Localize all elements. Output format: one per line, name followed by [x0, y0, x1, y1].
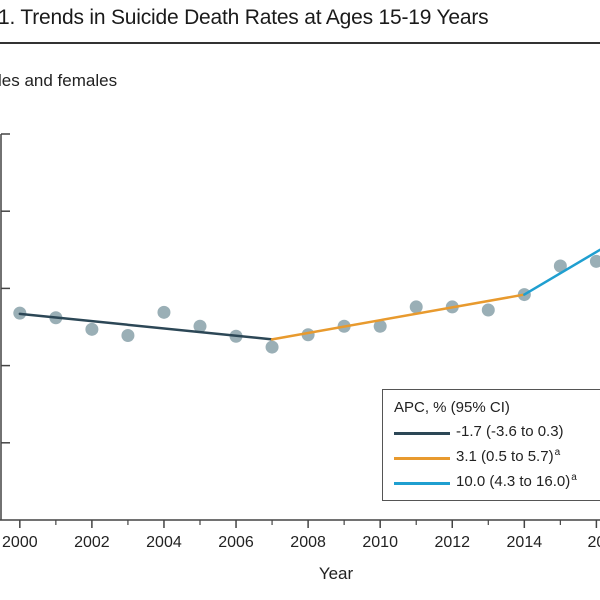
x-tick-label-2008: 2008	[290, 534, 326, 551]
x-tick-label-2012: 2012	[434, 534, 470, 551]
x-tick-label-2014: 2014	[507, 534, 543, 551]
legend-label-1: -1.7 (-3.6 to 0.3)	[456, 423, 564, 440]
figure-title: 1. Trends in Suicide Death Rates at Ages…	[0, 6, 489, 29]
legend-label-2: 3.1 (0.5 to 5.7)a	[456, 447, 561, 465]
legend-item-3: 10.0 (4.3 to 16.0)a	[394, 472, 600, 494]
data-point-2003	[121, 328, 135, 342]
legend-item-2: 3.1 (0.5 to 5.7)a	[394, 447, 600, 469]
data-point-2015	[553, 259, 567, 273]
x-tick-label-20: 20	[587, 534, 600, 551]
legend-item-1: -1.7 (-3.6 to 0.3)	[394, 422, 600, 444]
panel-label: les and females	[0, 71, 118, 90]
x-tick-label-2004: 2004	[146, 534, 182, 551]
data-point-2007	[265, 340, 279, 354]
data-point-2005	[193, 319, 207, 333]
legend-swatch-3	[394, 482, 450, 485]
x-tick-label-2000: 2000	[2, 534, 38, 551]
legend-swatch-2	[394, 457, 450, 460]
legend-swatch-1	[394, 432, 450, 435]
data-point-2010	[373, 319, 387, 333]
chart-legend: APC, % (95% CI) -1.7 (-3.6 to 0.3) 3.1 (…	[382, 389, 600, 501]
data-point-2002	[85, 322, 99, 336]
data-point-2004	[157, 305, 171, 319]
trend-segment-2	[270, 293, 526, 341]
trend-segment-1	[18, 312, 274, 341]
data-point-2013	[481, 303, 495, 317]
x-tick-label-2002: 2002	[74, 534, 110, 551]
chart-axes: 2000 2002 2004 2006 2008 2010 2012 2014 20 Year	[0, 133, 600, 583]
trend-segment-3	[523, 248, 600, 296]
title-rule	[0, 42, 600, 44]
chart-marks	[13, 248, 600, 354]
legend-title: APC, % (95% CI)	[394, 399, 510, 416]
x-tick-label-2010: 2010	[362, 534, 398, 551]
legend-label-3: 10.0 (4.3 to 16.0)a	[456, 472, 577, 490]
data-point-2011	[409, 300, 423, 314]
x-tick-label-2006: 2006	[218, 534, 254, 551]
x-axis-label: Year	[319, 564, 354, 583]
data-point-2016	[589, 254, 600, 268]
